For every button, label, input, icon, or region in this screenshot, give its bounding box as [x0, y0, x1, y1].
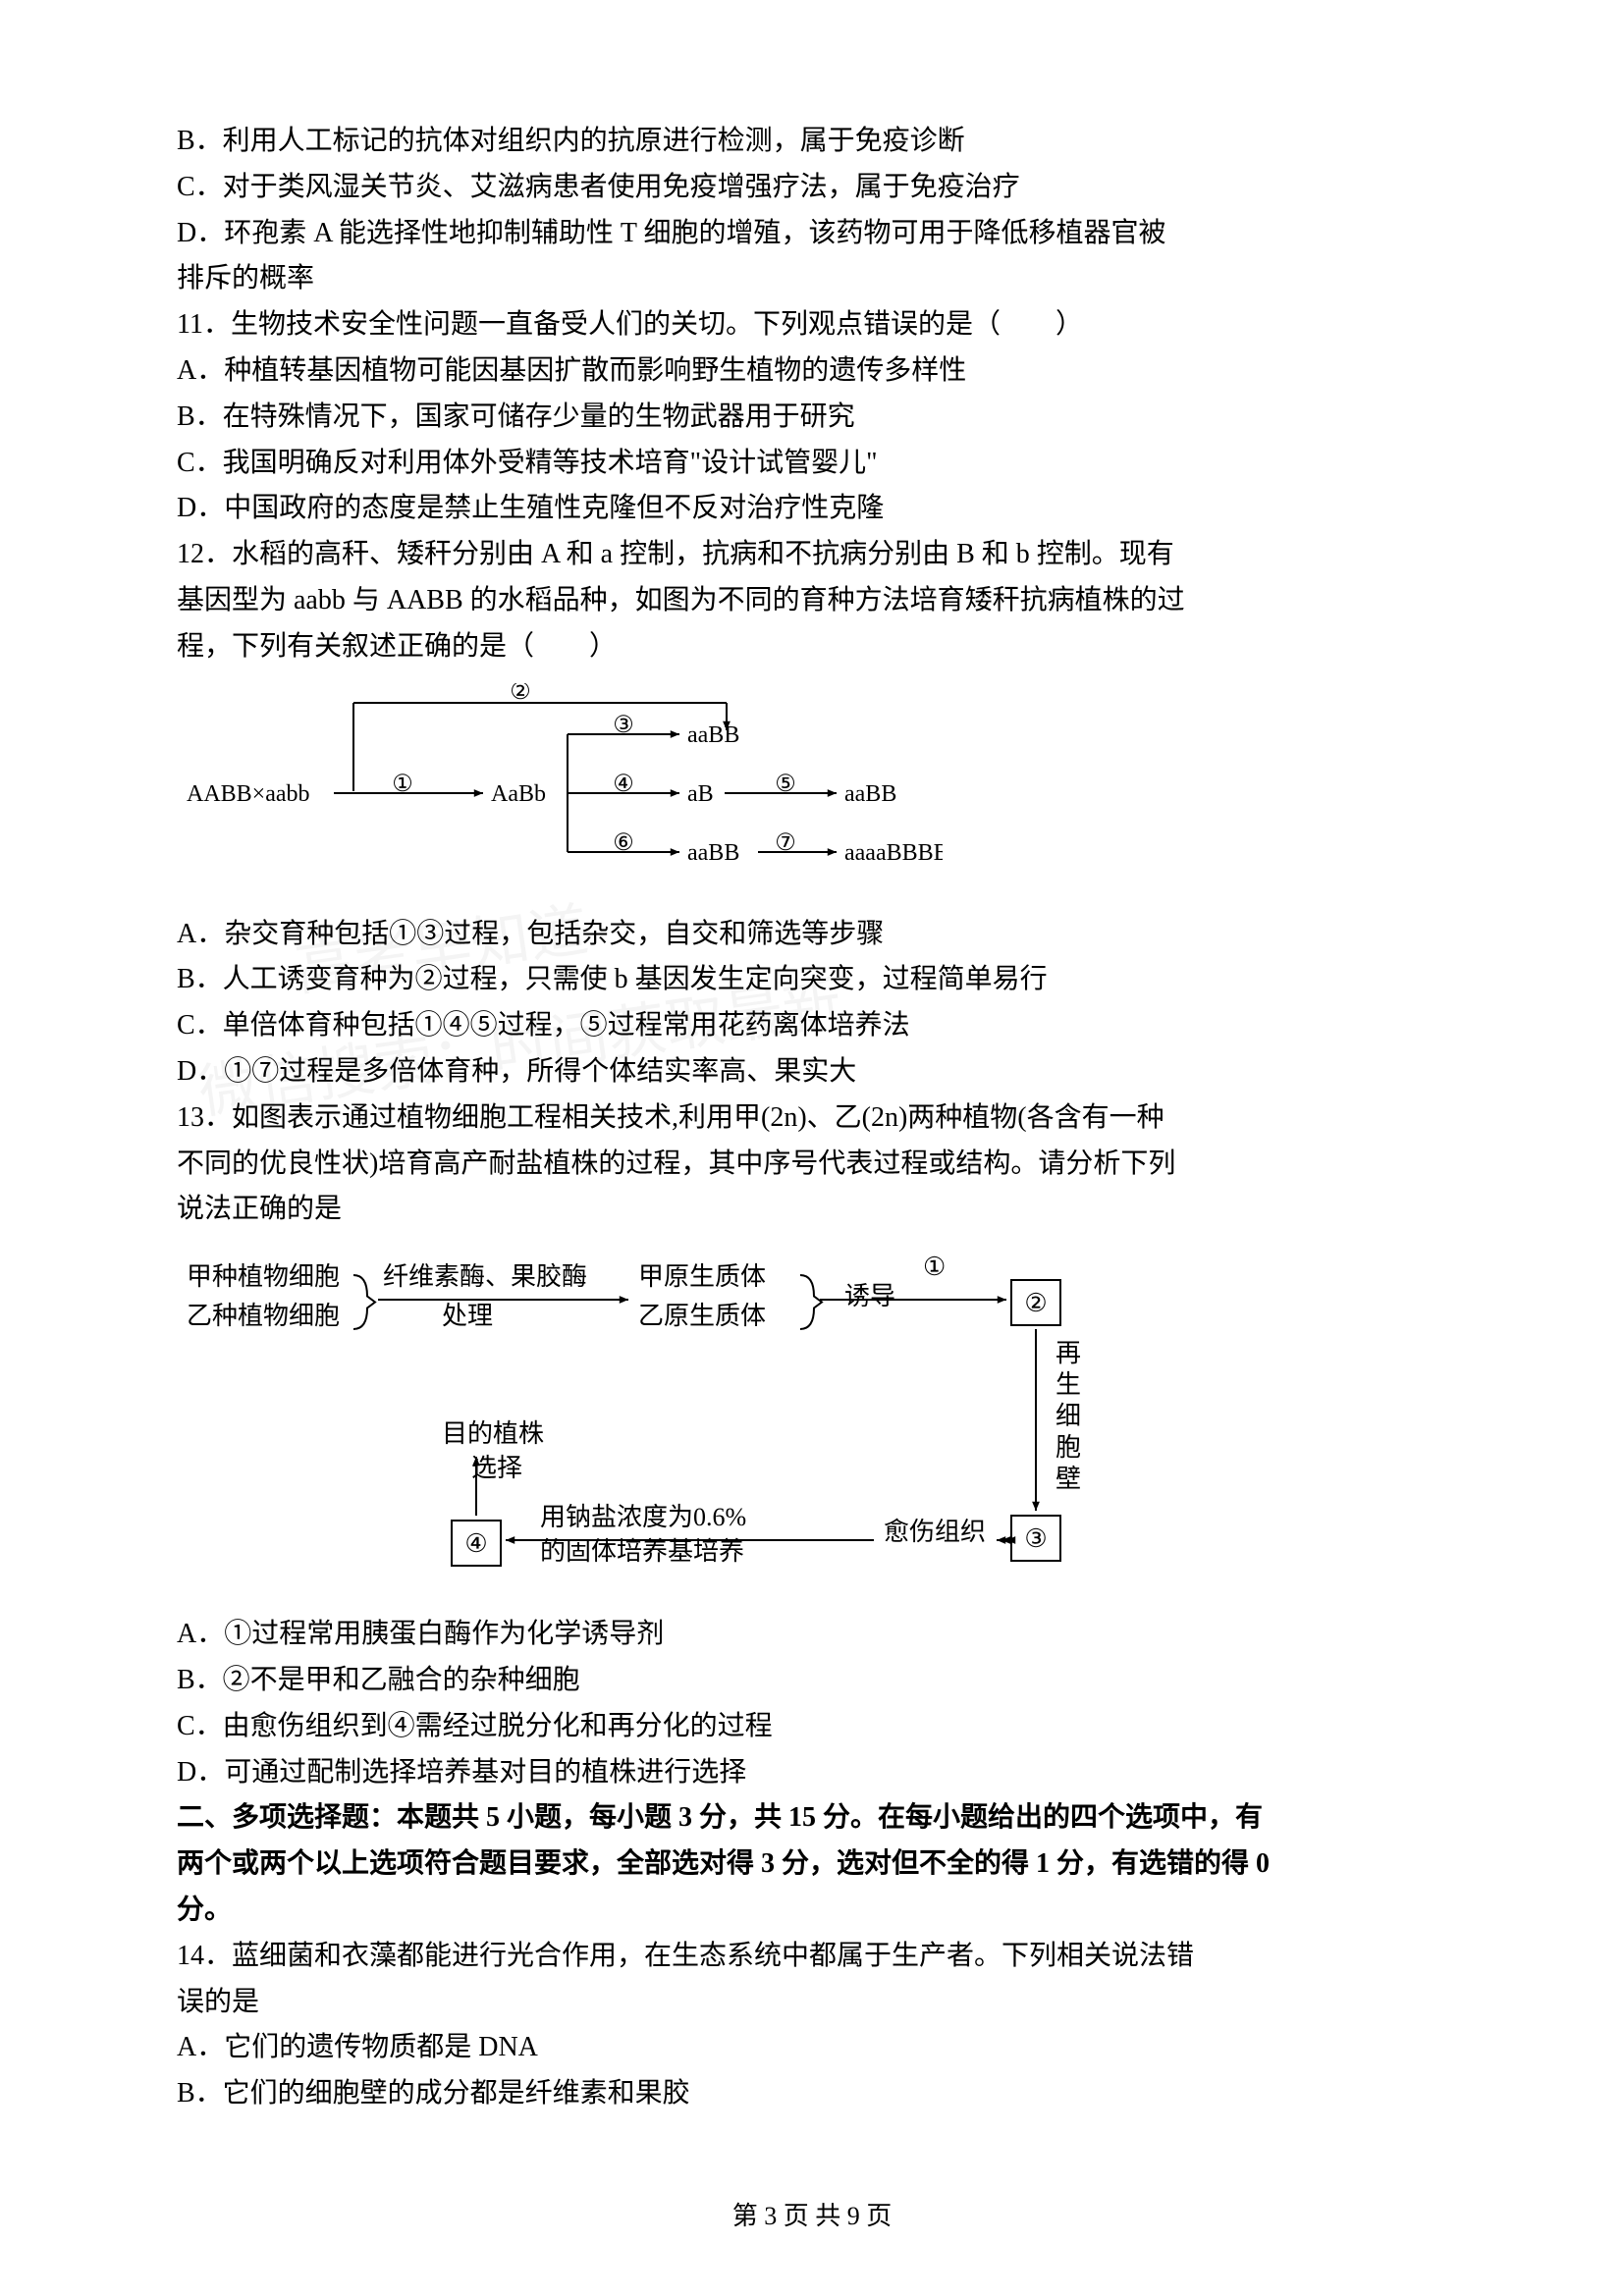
- svg-text:aaBB: aaBB: [844, 781, 896, 807]
- option-c: C．对于类风湿关节炎、艾滋病患者使用免疫增强疗法，属于免疫治疗: [177, 166, 1447, 210]
- svg-text:⑤: ⑤: [775, 772, 796, 797]
- page-footer: 第 3 页 共 9 页: [0, 2196, 1624, 2237]
- q13-option-d: D．可通过配制选择培养基对目的植株进行选择: [177, 1751, 1447, 1795]
- svg-text:处理: 处理: [442, 1302, 493, 1330]
- option-d-line2: 排斥的概率: [177, 257, 1447, 301]
- q13-option-c: C．由愈伤组织到④需经过脱分化和再分化的过程: [177, 1705, 1447, 1749]
- q12-option-b: B．人工诱变育种为②过程，只需使 b 基因发生定向突变，过程简单易行: [177, 958, 1447, 1002]
- svg-text:再: 再: [1056, 1339, 1081, 1367]
- svg-text:⑥: ⑥: [613, 830, 634, 856]
- svg-text:②: ②: [510, 683, 531, 705]
- svg-text:目的植株: 目的植株: [442, 1419, 544, 1448]
- q11-stem: 11．生物技术安全性问题一直备受人们的关切。下列观点错误的是（ ）: [177, 303, 1447, 347]
- q13-option-a: A．①过程常用胰蛋白酶作为化学诱导剂: [177, 1613, 1447, 1657]
- svg-text:诱导: 诱导: [844, 1282, 895, 1310]
- svg-text:纤维素酶、果胶酶: 纤维素酶、果胶酶: [383, 1262, 587, 1291]
- svg-text:的固体培养基培养: 的固体培养基培养: [540, 1537, 744, 1566]
- q12-stem-2: 基因型为 aabb 与 AABB 的水稻品种，如图为不同的育种方法培育矮秆抗病植…: [177, 579, 1447, 623]
- svg-text:胞: 胞: [1056, 1433, 1081, 1462]
- q11-option-c: C．我国明确反对利用体外受精等技术培育"设计试管婴儿": [177, 442, 1447, 486]
- svg-text:甲种植物细胞: 甲种植物细胞: [187, 1262, 340, 1291]
- svg-text:①: ①: [923, 1253, 946, 1281]
- q12-option-d: D．①⑦过程是多倍体育种，所得个体结实率高、果实大: [177, 1050, 1447, 1095]
- svg-text:④: ④: [464, 1529, 487, 1558]
- section2-heading-3: 分。: [177, 1889, 1447, 1933]
- svg-text:③: ③: [613, 713, 634, 738]
- q11-option-d: D．中国政府的态度是禁止生殖性克隆但不反对治疗性克隆: [177, 487, 1447, 531]
- q14-option-a: A．它们的遗传物质都是 DNA: [177, 2026, 1447, 2070]
- svg-text:乙种植物细胞: 乙种植物细胞: [187, 1302, 340, 1330]
- option-d-line1: D．环孢素 A 能选择性地抑制辅助性 T 细胞的增殖，该药物可用于降低移植器官被: [177, 212, 1447, 256]
- option-b: B．利用人工标记的抗体对组织内的抗原进行检测，属于免疫诊断: [177, 120, 1447, 164]
- svg-text:用钠盐浓度为0.6%: 用钠盐浓度为0.6%: [540, 1503, 746, 1531]
- q12-stem-3: 程，下列有关叙述正确的是（ ）: [177, 625, 1447, 669]
- q11-option-a: A．种植转基因植物可能因基因扩散而影响野生植物的遗传多样性: [177, 349, 1447, 394]
- svg-text:AaBb: AaBb: [491, 781, 546, 807]
- q14-option-b: B．它们的细胞壁的成分都是纤维素和果胶: [177, 2072, 1447, 2116]
- q13-stem-1: 13．如图表示通过植物细胞工程相关技术,利用甲(2n)、乙(2n)两种植物(各含…: [177, 1096, 1447, 1141]
- svg-text:乙原生质体: 乙原生质体: [638, 1302, 766, 1330]
- q13-stem-3: 说法正确的是: [177, 1188, 1447, 1232]
- q13-diagram: 甲种植物细胞乙种植物细胞 纤维素酶、果胶酶处理 甲原生质体乙原生质体 诱导 ① 愈伤组织 目…: [177, 1246, 1447, 1599]
- svg-text:细: 细: [1056, 1402, 1081, 1430]
- section2-heading-1: 二、多项选择题：本题共 5 小题，每小题 3 分，共 15 分。在每小题给出的四…: [177, 1796, 1447, 1841]
- svg-text:①: ①: [392, 772, 413, 797]
- q12-option-c: C．单倍体育种包括①④⑤过程，⑤过程常用花药离体培养法: [177, 1004, 1447, 1048]
- q14-stem-2: 误的是: [177, 1981, 1447, 2025]
- exam-page: B．利用人工标记的抗体对组织内的抗原进行检测，属于免疫诊断 C．对于类风湿关节炎…: [0, 0, 1624, 2296]
- svg-text:甲原生质体: 甲原生质体: [638, 1262, 766, 1291]
- svg-text:④: ④: [613, 772, 634, 797]
- svg-text:AABB×aabb: AABB×aabb: [187, 781, 310, 807]
- q12-stem-1: 12．水稻的高秆、矮秆分别由 A 和 a 控制，抗病和不抗病分别由 B 和 b …: [177, 533, 1447, 577]
- svg-text:壁: 壁: [1056, 1465, 1081, 1493]
- q13-option-b: B．②不是甲和乙融合的杂种细胞: [177, 1659, 1447, 1703]
- svg-text:⑦: ⑦: [775, 830, 796, 856]
- svg-text:aB: aB: [687, 781, 714, 807]
- svg-text:愈伤组织: 愈伤组织: [884, 1518, 986, 1546]
- svg-text:生: 生: [1056, 1370, 1081, 1399]
- q14-stem-1: 14．蓝细菌和衣藻都能进行光合作用，在生态系统中都属于生产者。下列相关说法错: [177, 1935, 1447, 1979]
- q12-diagram: AABB×aabb AaBb aaBB aB aaBB aaBB aaaaBBBB ② ① ③ ④ ⑥…: [177, 683, 1447, 899]
- svg-text:③: ③: [1024, 1524, 1047, 1553]
- svg-text:aaaaBBBB: aaaaBBBB: [844, 840, 943, 866]
- q13-stem-2: 不同的优良性状)培育高产耐盐植株的过程，其中序号代表过程或结构。请分析下列: [177, 1143, 1447, 1187]
- q11-option-b: B．在特殊情况下，国家可储存少量的生物武器用于研究: [177, 396, 1447, 440]
- section2-heading-2: 两个或两个以上选项符合题目要求，全部选对得 3 分，选对但不全的得 1 分，有选…: [177, 1842, 1447, 1887]
- svg-text:aaBB: aaBB: [687, 722, 739, 748]
- svg-text:选择: 选择: [471, 1454, 522, 1482]
- q12-option-a: A．杂交育种包括①③过程，包括杂交，自交和筛选等步骤: [177, 913, 1447, 957]
- svg-text:aaBB: aaBB: [687, 840, 739, 866]
- svg-text:②: ②: [1024, 1289, 1047, 1317]
